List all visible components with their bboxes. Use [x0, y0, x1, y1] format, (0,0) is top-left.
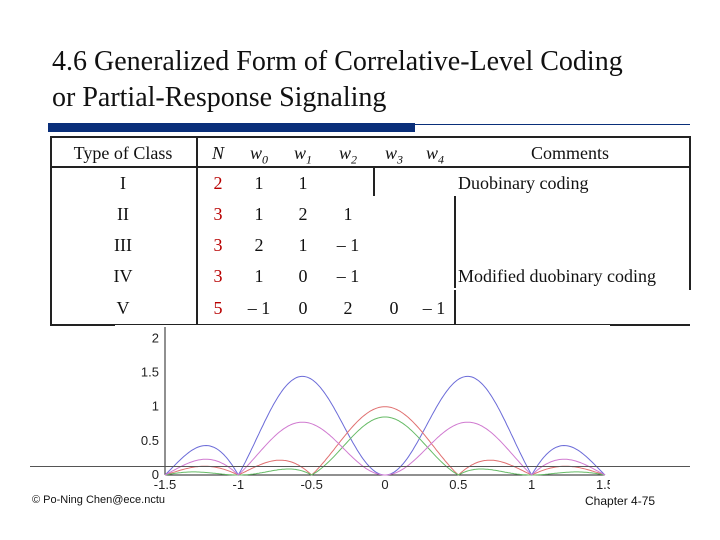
row-3-w2: – 1: [336, 235, 360, 255]
row-3-n: 3: [213, 235, 223, 255]
row-5-w2: 2: [343, 298, 353, 318]
table-row5-divider: [454, 290, 456, 324]
header-w2: w2: [338, 143, 357, 167]
row-4-w0: 1: [254, 266, 264, 286]
row-5-type: V: [116, 298, 130, 318]
header-comments: Comments: [530, 143, 609, 163]
y-tick-label: 2: [152, 330, 159, 345]
row-4-type: IV: [113, 266, 133, 286]
row-2-w1: 2: [298, 204, 308, 224]
header-type-of-class: Type of Class: [73, 143, 173, 163]
header-n: N: [211, 143, 224, 163]
row-2-w0: 1: [254, 204, 264, 224]
table-right-border: [689, 136, 691, 290]
table-row1-divider: [373, 166, 375, 196]
y-tick-label: 0: [152, 467, 159, 482]
x-tick-label: 1.5: [596, 477, 610, 492]
row-1-comment: Duobinary coding: [458, 173, 589, 193]
table-left-border: [50, 136, 52, 326]
row-5-w3: 0: [389, 298, 399, 318]
x-tick-label: 0.5: [449, 477, 467, 492]
row-2-w2: 1: [343, 204, 353, 224]
slide-title: 4.6 Generalized Form of Correlative-Leve…: [52, 44, 692, 116]
footer-copyright: © Po-Ning Chen@ece.nctu: [32, 494, 166, 506]
row-5-w0: – 1: [247, 298, 271, 318]
row-5-w4: – 1: [422, 298, 446, 318]
title-line-2: or Partial-Response Signaling: [52, 82, 387, 113]
y-tick-label: 1: [152, 399, 159, 414]
title-rule-light: [415, 124, 690, 125]
title-rule-dark: [48, 123, 415, 132]
table-comment-divider: [454, 196, 456, 288]
row-2-n: 3: [213, 204, 223, 224]
table-header-border: [50, 166, 690, 168]
row-1-n: 2: [213, 173, 223, 193]
row-1-w0: 1: [254, 173, 264, 193]
row-4-w1: 0: [298, 266, 308, 286]
x-tick-label: -0.5: [300, 477, 322, 492]
row-3-w1: 1: [298, 235, 308, 255]
table-top-border: [50, 136, 690, 138]
x-tick-label: 1: [528, 477, 535, 492]
footer-page-number: Chapter 4-75: [585, 494, 656, 508]
header-w1: w1: [293, 143, 312, 167]
row-1-type: I: [120, 173, 126, 193]
y-tick-label: 0.5: [141, 433, 159, 448]
x-tick-label: 0: [381, 477, 388, 492]
x-tick-label: -1: [233, 477, 245, 492]
magenta-curve: [164, 421, 606, 476]
header-w4: w4: [425, 143, 444, 167]
title-line-1: 4.6 Generalized Form of Correlative-Leve…: [52, 46, 623, 77]
row-5-n: 5: [213, 298, 223, 318]
row-1-w1: 1: [298, 173, 308, 193]
y-tick-label: 1.5: [141, 365, 159, 380]
row-4-n: 3: [213, 266, 223, 286]
header-w3: w3: [384, 143, 403, 167]
row-4-comment: Modified duobinary coding: [458, 266, 656, 286]
row-3-type: III: [114, 235, 132, 255]
row-3-w0: 2: [254, 235, 264, 255]
row-5-w1: 0: [298, 298, 308, 318]
row-2-type: II: [117, 204, 129, 224]
x-tick-label: -1.5: [154, 477, 176, 492]
footer-rule: [30, 466, 690, 467]
spectrum-plot: 0 0.5 1 1.5 2 -1.5 -1 -0.5 0 0.5 1 1.5: [115, 325, 610, 493]
row-4-w2: – 1: [336, 266, 360, 286]
header-w0: w0: [249, 143, 268, 167]
table-col-divider: [196, 136, 198, 326]
